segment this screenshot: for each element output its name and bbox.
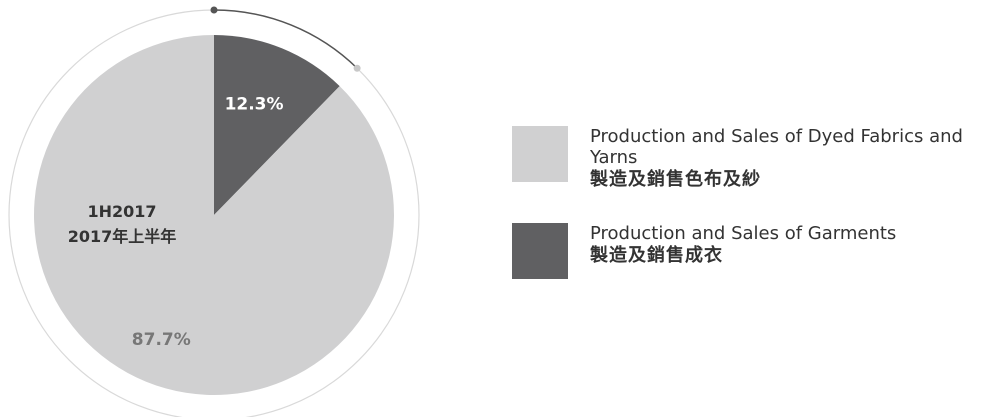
legend-item-dyed-fabrics: Production and Sales of Dyed Fabrics and… (512, 126, 977, 191)
legend-swatch-dyed-fabrics (512, 126, 568, 182)
highlight-arc-end-dot (353, 64, 361, 72)
legend-label-zh: 製造及銷售色布及紗 (590, 169, 761, 190)
pie-slice-1 (33, 35, 394, 395)
pie-labels: 12.3% 87.7% (132, 95, 284, 350)
period-label: 1H2017 (87, 202, 156, 221)
legend-item-garments: Production and Sales of Garments 製造及銷售成衣 (512, 223, 977, 279)
highlight-arc (213, 9, 358, 69)
legend-label-zh: 製造及銷售成衣 (590, 245, 723, 266)
legend-label-en: Production and Sales of Dyed Fabrics and… (590, 126, 963, 168)
pie-slice-0 (214, 35, 340, 215)
pie-slice-label-0: 12.3% (225, 95, 284, 115)
pie-slice-label-1: 87.7% (132, 330, 191, 350)
legend-label-en: Production and Sales of Garments (590, 223, 897, 244)
legend-text: Production and Sales of Garments 製造及銷售成衣 (590, 223, 896, 267)
legend-swatch-garments (512, 223, 568, 279)
period-label-zh: 2017年上半年 (68, 227, 177, 246)
highlight-arc-start-dot (210, 6, 218, 14)
pie-slices (33, 35, 394, 395)
legend-text: Production and Sales of Dyed Fabrics and… (590, 126, 977, 191)
legend: Production and Sales of Dyed Fabrics and… (512, 126, 977, 311)
